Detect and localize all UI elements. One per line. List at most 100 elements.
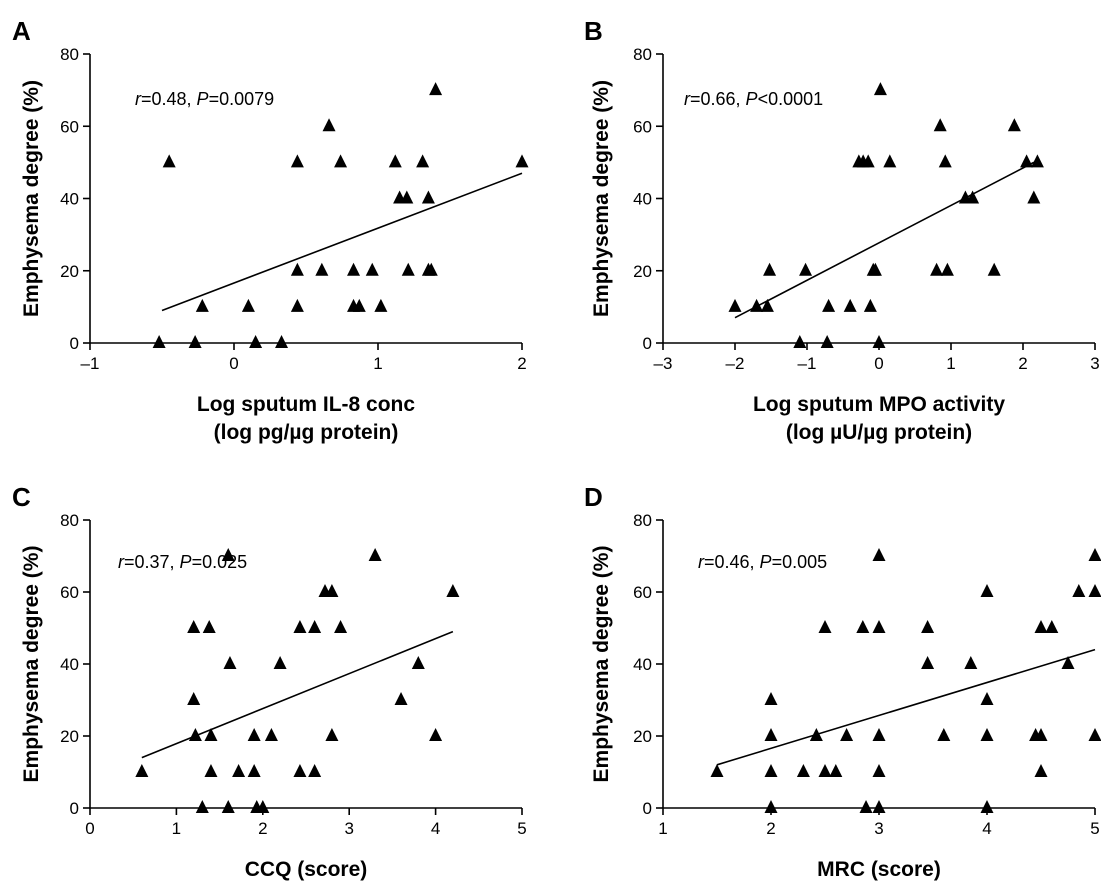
data-point-triangle: [221, 799, 235, 813]
data-point-triangle: [793, 334, 807, 348]
x-tick-label: 3: [344, 819, 353, 838]
data-point-triangle: [1061, 655, 1075, 669]
panel-b: B 0 20 40 60 80 –3 –2 –1 0 1 2 3 Emphysema degree (%)…: [584, 16, 1100, 444]
data-point-triangle: [764, 763, 778, 777]
data-point-triangle: [256, 799, 270, 813]
data-point-triangle: [799, 262, 813, 276]
y-tick-label: 0: [70, 334, 79, 353]
data-point-triangle: [987, 262, 1001, 276]
y-tick-label: 60: [60, 117, 79, 136]
data-point-triangle: [308, 763, 322, 777]
x-tick-label: –3: [654, 354, 673, 373]
x-tick-label: 4: [431, 819, 440, 838]
data-point-triangle: [1045, 619, 1059, 633]
data-point-triangle: [188, 334, 202, 348]
data-point-triangle: [394, 691, 408, 705]
data-point-triangle: [135, 763, 149, 777]
data-point-triangle: [188, 727, 202, 741]
data-point-triangle: [293, 619, 307, 633]
data-point-triangle: [1088, 547, 1101, 561]
data-point-triangle: [429, 82, 443, 96]
data-point-triangle: [249, 334, 263, 348]
data-point-triangle: [872, 619, 886, 633]
data-point-triangle: [760, 298, 774, 312]
panel-c: C 0 20 40 60 80 0 1 2 3 4 5 Emphysema degree (%) CCQ …: [12, 482, 527, 881]
x-tick-label: 3: [1090, 354, 1099, 373]
x-tick-label: 2: [517, 354, 526, 373]
y-axis-title: Emphysema degree (%): [20, 80, 43, 317]
data-point-triangle: [347, 262, 361, 276]
y-tick-label: 20: [60, 262, 79, 281]
data-point-triangle: [796, 763, 810, 777]
data-point-triangle: [856, 619, 870, 633]
y-tick-label: 40: [633, 655, 652, 674]
y-tick-label: 80: [633, 511, 652, 530]
data-point-triangle: [980, 799, 994, 813]
x-tick-label: 1: [373, 354, 382, 373]
data-point-triangle: [1007, 118, 1021, 132]
data-point-triangle: [818, 763, 832, 777]
data-point-triangle: [204, 763, 218, 777]
data-point-triangle: [388, 154, 402, 168]
data-point-triangle: [764, 691, 778, 705]
data-point-triangle: [1034, 763, 1048, 777]
data-point-triangle: [763, 262, 777, 276]
data-point-triangle: [872, 727, 886, 741]
x-axis-title: (log µU/µg protein): [786, 421, 972, 444]
x-tick-label: 2: [258, 819, 267, 838]
y-tick-label: 0: [643, 799, 652, 818]
x-axis-title: CCQ (score): [245, 858, 368, 881]
data-point-triangle: [872, 763, 886, 777]
regression-line: [161, 172, 523, 312]
data-point-triangle: [421, 190, 435, 204]
data-point-triangle: [232, 763, 246, 777]
panel-letter: C: [12, 482, 31, 512]
panel-letter: B: [584, 16, 603, 46]
y-tick-label: 20: [633, 262, 652, 281]
y-tick-label: 0: [70, 799, 79, 818]
y-axis-title: Emphysema degree (%): [590, 80, 613, 317]
x-axis-title: Log sputum MPO activity: [753, 393, 1005, 416]
data-point-triangle: [764, 799, 778, 813]
data-point-triangle: [872, 547, 886, 561]
data-point-triangle: [937, 727, 951, 741]
x-axis-title: (log pg/µg protein): [214, 421, 399, 444]
data-point-triangle: [1072, 583, 1086, 597]
data-point-triangle: [921, 655, 935, 669]
data-point-triangle: [728, 298, 742, 312]
x-tick-label: –1: [798, 354, 817, 373]
data-point-triangle: [818, 619, 832, 633]
x-axis-title: MRC (score): [817, 858, 941, 881]
data-point-triangle: [293, 763, 307, 777]
data-point-triangle: [940, 262, 954, 276]
data-point-triangle: [221, 547, 235, 561]
x-tick-label: 0: [229, 354, 238, 373]
x-tick-label: 5: [517, 819, 526, 838]
data-point-triangle: [400, 190, 414, 204]
data-point-triangle: [374, 298, 388, 312]
data-point-triangle: [863, 298, 877, 312]
x-tick-label: 2: [1018, 354, 1027, 373]
data-point-triangle: [843, 298, 857, 312]
x-tick-label: 1: [946, 354, 955, 373]
y-tick-label: 20: [633, 727, 652, 746]
data-point-triangle: [446, 583, 460, 597]
data-point-triangle: [930, 262, 944, 276]
x-tick-label: 0: [874, 354, 883, 373]
data-point-triangle: [868, 262, 882, 276]
data-point-triangle: [152, 334, 166, 348]
y-tick-label: 80: [633, 45, 652, 64]
data-point-triangle: [202, 619, 216, 633]
data-point-triangle: [872, 334, 886, 348]
data-point-triangle: [195, 298, 209, 312]
data-point-triangle: [938, 154, 952, 168]
data-point-triangle: [204, 727, 218, 741]
y-tick-label: 40: [60, 655, 79, 674]
data-point-triangle: [872, 799, 886, 813]
correlation-annotation: r=0.46, P=0.005: [698, 552, 827, 572]
data-point-triangle: [515, 154, 529, 168]
data-point-triangle: [429, 727, 443, 741]
data-point-triangle: [187, 691, 201, 705]
data-point-triangle: [764, 727, 778, 741]
